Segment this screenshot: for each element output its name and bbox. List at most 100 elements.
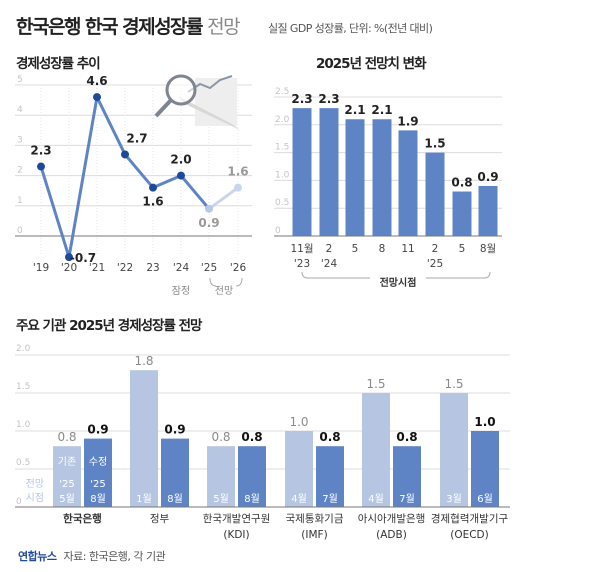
x-tick-label: 8월 — [480, 243, 496, 255]
x-tick-year: '24 — [321, 258, 338, 270]
x-tick-label: '19 — [33, 262, 49, 274]
data-point — [205, 204, 213, 213]
x-tick-label: '25 — [201, 262, 217, 274]
data-label: 1.6 — [142, 195, 163, 209]
footer: 연합뉴스 자료: 한국은행, 각 기관 — [18, 548, 166, 564]
x-tick-label: '24 — [173, 262, 190, 274]
institution-name: 국제통화기금 — [286, 513, 344, 525]
x-tick-label: 5 — [352, 243, 359, 255]
page-title: 한국은행 한국 경제성장률 전망 — [16, 12, 241, 39]
previous-bar-value-label: 1.0 — [289, 415, 308, 429]
bar — [452, 191, 472, 236]
y-tick-label: 2.0 — [16, 344, 31, 354]
institution-abbrev: (OECD) — [450, 529, 489, 541]
forecast-month: 8월 — [244, 493, 260, 505]
x-tick-label: 2 — [326, 243, 333, 255]
title-light: 전망 — [207, 16, 240, 38]
legend-revised: 수정 — [89, 456, 107, 468]
bar — [372, 119, 392, 236]
institution-name: 한국은행 — [63, 512, 102, 525]
y-tick-label: 0 — [275, 226, 281, 236]
x-tick-label: 11월 — [290, 243, 313, 255]
title-main: 한국은행 한국 경제성장률 — [16, 16, 204, 38]
previous-bar — [130, 370, 158, 507]
y-tick-label: 0.5 — [16, 458, 30, 468]
forecast-month: 1월 — [136, 493, 152, 505]
x-tick-label: 11 — [401, 243, 414, 255]
x-axis-label: 전망시점 — [380, 276, 417, 289]
data-label: 4.6 — [86, 74, 107, 88]
data-point — [177, 171, 185, 180]
y-tick-label: 1.0 — [275, 170, 290, 180]
bar — [292, 108, 312, 236]
bar-value-label: 0.8 — [451, 176, 472, 190]
y-tick-label: 1.5 — [275, 143, 289, 153]
previous-bar-value-label: 0.8 — [57, 430, 76, 444]
line-chart-title: 경제성장률 추이 — [16, 56, 101, 72]
y-tick-label: 1 — [17, 196, 23, 206]
bar — [425, 152, 445, 236]
legend-axis-label: 전망 — [26, 478, 44, 490]
institution-abbrev: (ADB) — [376, 529, 407, 541]
revised-bar — [393, 446, 421, 507]
institution-name: 경제협력개발기구 — [431, 512, 509, 525]
previous-bar — [440, 393, 468, 507]
data-label: 2.7 — [126, 131, 147, 145]
forecast-month: 7월 — [399, 493, 415, 505]
bar — [345, 119, 365, 236]
x-tick-label: '20 — [61, 262, 77, 274]
x-tick-label: '26 — [230, 262, 247, 274]
y-tick-label: 2.0 — [275, 115, 290, 125]
bar-chart-title: 2025년 전망치 변화 — [316, 56, 426, 72]
x-tick-label: 5 — [459, 243, 466, 255]
x-tick-label: 8 — [379, 243, 386, 255]
data-point — [37, 162, 45, 171]
forecast-line — [208, 186, 239, 211]
data-point — [65, 253, 73, 262]
yonhap-logo: 연합뉴스 — [18, 550, 57, 563]
revised-bar-value-label: 0.8 — [241, 430, 262, 444]
data-label: -0.7 — [70, 251, 96, 265]
institution-name: 정부 — [150, 513, 170, 525]
forecast-month: 5월 — [59, 493, 75, 505]
annotation-forecast: 전망 — [215, 285, 233, 297]
forecast-month: 8월 — [167, 493, 183, 505]
revised-bar — [316, 446, 344, 507]
y-tick-label: 2.5 — [275, 87, 289, 97]
x-tick-label: 23 — [146, 262, 159, 274]
previous-bar — [53, 446, 81, 507]
revised-bar — [161, 438, 189, 507]
revised-bar-value-label: 0.8 — [396, 430, 417, 444]
revised-bar — [84, 438, 112, 507]
x-tick-label: '22 — [117, 262, 133, 274]
annotation-provisional: 잠정 — [172, 285, 190, 297]
revised-bar-value-label: 0.9 — [164, 423, 185, 437]
y-tick-label: 2 — [17, 166, 23, 176]
x-tick-year: '23 — [294, 258, 310, 270]
forecast-month: 7월 — [322, 493, 338, 505]
y-tick-label: 0 — [17, 226, 23, 236]
institution-abbrev: (IMF) — [301, 529, 327, 541]
forecast-month: 5월 — [213, 493, 229, 505]
institution-abbrev: (KDI) — [223, 529, 249, 541]
y-tick-label: 1.0 — [16, 420, 31, 430]
data-point — [234, 183, 242, 192]
forecast-month: 4월 — [291, 493, 307, 505]
y-tick-label: 3 — [17, 135, 23, 145]
source-text: 자료: 한국은행, 각 기관 — [63, 550, 166, 563]
y-tick-label: 0 — [16, 497, 22, 507]
legend-previous: 기존 — [58, 456, 76, 468]
revised-bar-value-label: 1.0 — [474, 415, 495, 429]
y-tick-label: 1.5 — [16, 382, 30, 392]
bar-value-label: 2.1 — [371, 103, 392, 117]
bar-value-label: 1.9 — [397, 114, 418, 128]
forecast-year: '25 — [59, 479, 74, 490]
revised-bar-value-label: 0.8 — [319, 430, 340, 444]
institution-chart-title: 주요 기관 2025년 경제성장률 전망 — [16, 318, 202, 334]
bar-value-label: 2.3 — [318, 92, 339, 106]
previous-bar — [207, 446, 235, 507]
y-tick-label: 0.5 — [275, 198, 289, 208]
data-label: 1.6 — [227, 165, 248, 179]
